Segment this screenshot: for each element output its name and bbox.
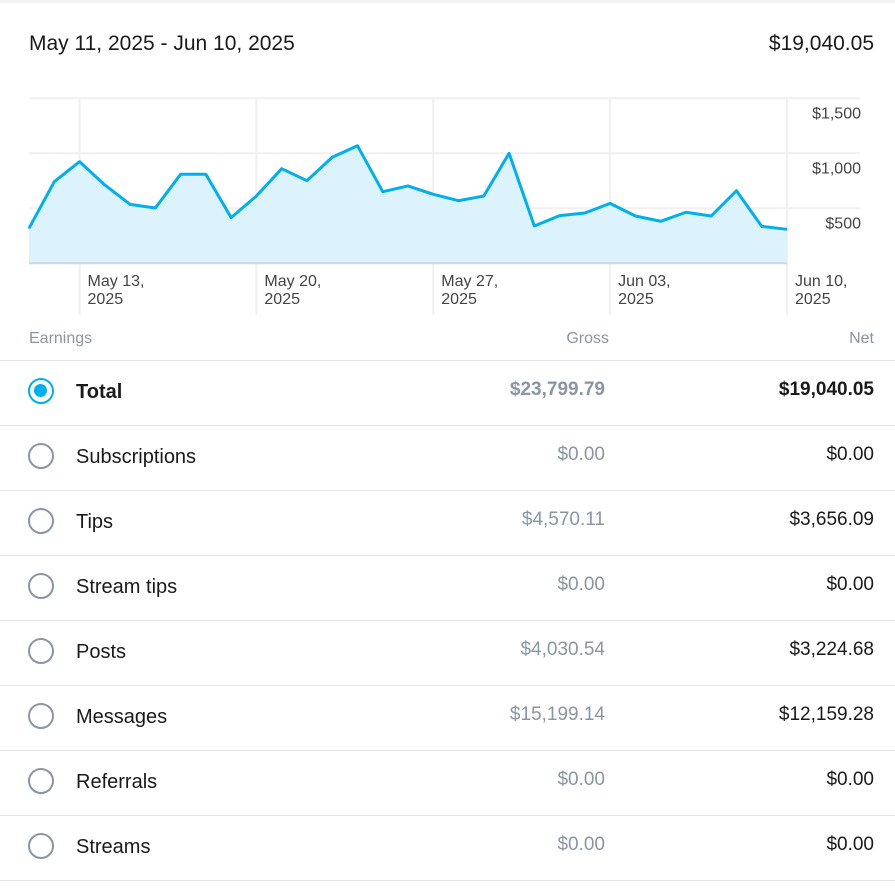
row-label: Referrals bbox=[76, 771, 158, 793]
header-gross: Gross bbox=[566, 330, 609, 347]
data-point bbox=[230, 217, 232, 219]
row-label: Tips bbox=[76, 511, 114, 533]
data-point bbox=[432, 193, 434, 195]
header-earnings: Earnings bbox=[29, 330, 93, 347]
row-net: $0.00 bbox=[826, 444, 874, 465]
earnings-row-referrals[interactable]: Referrals $0.00 $0.00 bbox=[0, 751, 895, 816]
y-tick-label: $1,000 bbox=[812, 160, 861, 177]
data-point bbox=[129, 203, 131, 205]
earnings-row-subscriptions[interactable]: Subscriptions $0.00 $0.00 bbox=[0, 426, 895, 491]
earnings-row-tips[interactable]: Tips $4,570.11 $3,656.09 bbox=[0, 491, 895, 556]
data-point bbox=[28, 227, 30, 229]
data-point bbox=[407, 185, 409, 187]
data-point bbox=[331, 156, 333, 158]
earnings-row-streams[interactable]: Streams $0.00 $0.00 bbox=[0, 816, 895, 881]
x-tick-label: Jun 10, bbox=[795, 273, 847, 290]
radio-button[interactable] bbox=[28, 703, 54, 729]
data-point bbox=[281, 168, 283, 170]
data-point bbox=[180, 173, 182, 175]
radio-button[interactable] bbox=[28, 508, 54, 534]
x-tick-year: 2025 bbox=[264, 291, 300, 308]
data-point bbox=[255, 195, 257, 197]
row-net: $0.00 bbox=[826, 834, 874, 855]
row-gross: $4,030.54 bbox=[520, 639, 605, 660]
data-point bbox=[660, 220, 662, 222]
row-label: Total bbox=[76, 381, 123, 403]
data-point bbox=[154, 207, 156, 209]
row-label: Stream tips bbox=[76, 576, 178, 598]
data-point bbox=[735, 190, 737, 192]
row-gross: $0.00 bbox=[557, 834, 605, 855]
top-divider bbox=[0, 0, 895, 3]
radio-button[interactable] bbox=[28, 378, 54, 404]
y-tick-label: $500 bbox=[825, 215, 861, 232]
row-label: Posts bbox=[76, 641, 127, 663]
x-tick-year: 2025 bbox=[441, 291, 477, 308]
row-gross: $0.00 bbox=[557, 444, 605, 465]
data-point bbox=[53, 181, 55, 183]
row-net: $0.00 bbox=[826, 574, 874, 595]
row-label: Subscriptions bbox=[76, 446, 197, 468]
earnings-row-posts[interactable]: Posts $4,030.54 $3,224.68 bbox=[0, 621, 895, 686]
data-point bbox=[685, 211, 687, 213]
radio-button[interactable] bbox=[28, 768, 54, 794]
data-point bbox=[382, 191, 384, 193]
header-net: Net bbox=[849, 330, 874, 347]
row-gross: $4,570.11 bbox=[521, 509, 605, 530]
row-net: $3,656.09 bbox=[789, 509, 874, 530]
row-net: $12,159.28 bbox=[778, 704, 874, 725]
x-tick-year: 2025 bbox=[795, 291, 831, 308]
data-point bbox=[710, 215, 712, 217]
row-net: $19,040.05 bbox=[778, 379, 874, 400]
data-point bbox=[306, 180, 308, 182]
radio-button[interactable] bbox=[28, 638, 54, 664]
data-point bbox=[356, 145, 358, 147]
data-point bbox=[533, 225, 535, 227]
row-net: $0.00 bbox=[826, 769, 874, 790]
row-net: $3,224.68 bbox=[789, 639, 874, 660]
earnings-row-total[interactable]: Total $23,799.79 $19,040.05 bbox=[0, 361, 895, 426]
radio-button[interactable] bbox=[28, 443, 54, 469]
data-point bbox=[559, 215, 561, 217]
row-gross: $0.00 bbox=[557, 574, 605, 595]
x-tick-year: 2025 bbox=[618, 291, 654, 308]
radio-button[interactable] bbox=[28, 573, 54, 599]
data-point bbox=[584, 212, 586, 214]
row-gross: $0.00 bbox=[557, 769, 605, 790]
x-tick-year: 2025 bbox=[88, 291, 124, 308]
table-header: Earnings Gross Net bbox=[0, 328, 895, 361]
x-tick-label: May 20, bbox=[264, 273, 321, 290]
x-tick-label: May 13, bbox=[88, 273, 145, 290]
row-label: Streams bbox=[76, 836, 151, 858]
data-point bbox=[79, 161, 81, 163]
row-label: Messages bbox=[76, 706, 168, 728]
date-range: May 11, 2025 - Jun 10, 2025 bbox=[29, 32, 295, 55]
row-gross: $15,199.14 bbox=[509, 704, 605, 725]
radio-button[interactable] bbox=[28, 833, 54, 859]
area-fill bbox=[29, 145, 787, 264]
data-point bbox=[508, 152, 510, 154]
earnings-row-stream-tips[interactable]: Stream tips $0.00 $0.00 bbox=[0, 556, 895, 621]
data-point bbox=[104, 184, 106, 186]
data-point bbox=[609, 202, 611, 204]
row-gross: $23,799.79 bbox=[509, 379, 605, 400]
total-net: $19,040.05 bbox=[768, 32, 874, 55]
data-point bbox=[205, 173, 207, 175]
data-point bbox=[458, 200, 460, 202]
y-tick-label: $1,500 bbox=[812, 105, 861, 122]
data-point bbox=[786, 228, 788, 230]
x-tick-label: May 27, bbox=[441, 273, 498, 290]
data-point bbox=[634, 215, 636, 217]
data-point bbox=[761, 225, 763, 227]
earnings-row-messages[interactable]: Messages $15,199.14 $12,159.28 bbox=[0, 686, 895, 751]
data-point bbox=[483, 195, 485, 197]
x-tick-label: Jun 03, bbox=[618, 273, 670, 290]
